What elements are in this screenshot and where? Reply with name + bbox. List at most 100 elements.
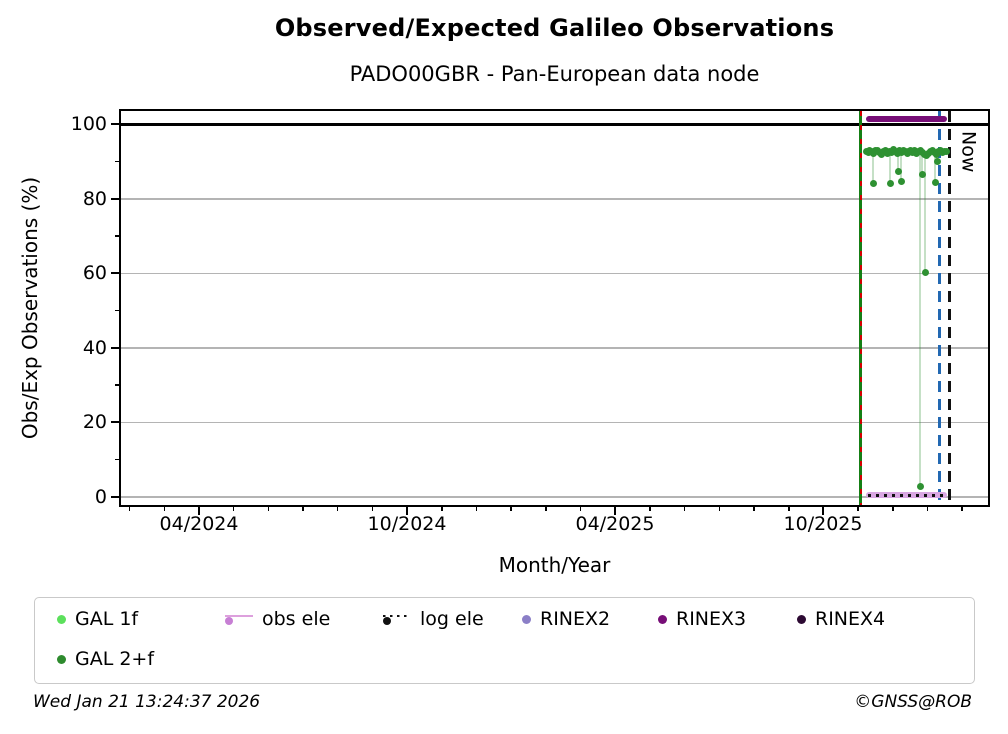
- dropline: [919, 152, 921, 487]
- x-minor-tick: [718, 507, 721, 511]
- chart-title: Observed/Expected Galileo Observations: [274, 14, 835, 42]
- x-minor-tick: [267, 507, 270, 511]
- x-minor-tick: [579, 507, 582, 511]
- plot-area: 04/2024 10/2024 04/2025 10/2025 0 20 40 60 80 100…: [71, 109, 990, 535]
- data-point-GAL-2+f: [886, 180, 894, 188]
- legend: GAL 1f obs ele log ele RINEX2 RINEX3 RINEX4 GA…: [34, 597, 975, 684]
- y-minor-tick: [115, 235, 119, 237]
- dropline: [897, 152, 899, 172]
- y-axis-title: Obs/Exp Observations (%): [18, 176, 42, 440]
- legend-item-gal-1f: GAL 1f: [57, 608, 138, 630]
- legend-item-rinex4: RINEX4: [797, 608, 885, 630]
- data-point-GAL-2+f: [893, 150, 901, 158]
- data-point-GAL-2+f: [894, 167, 902, 175]
- x-tick-label: 04/2024: [159, 513, 239, 535]
- x-major-tick: [406, 507, 409, 515]
- x-major-tick: [198, 507, 201, 515]
- legend-label: obs ele: [262, 608, 331, 630]
- legend-item-obs-ele: obs ele: [225, 608, 330, 630]
- data-point-GAL-2+f: [921, 269, 929, 277]
- x-minor-tick: [649, 507, 651, 511]
- gridline-60pct: [121, 272, 988, 275]
- y-major-tick: [111, 346, 119, 349]
- y-minor-tick: [115, 160, 119, 163]
- legend-marker-dotted-line-dot: [383, 614, 411, 625]
- gridline-80pct: [121, 198, 988, 200]
- x-tick-label: 10/2025: [783, 513, 863, 535]
- x-minor-tick: [128, 507, 131, 511]
- x-major-tick: [614, 507, 617, 515]
- y-tick-label: 40: [82, 336, 107, 359]
- copyright-label: ©GNSS@ROB: [854, 692, 972, 712]
- x-minor-tick: [163, 507, 166, 511]
- legend-item-rinex2: RINEX2: [522, 608, 610, 630]
- gridline-20pct: [121, 421, 988, 424]
- legend-marker-line: [225, 614, 253, 617]
- dropline: [889, 152, 891, 184]
- legend-label: RINEX2: [540, 608, 611, 630]
- legend-marker-dot: [522, 614, 531, 624]
- data-start-line-red-dashes: [859, 111, 862, 505]
- x-minor-tick: [545, 507, 547, 511]
- now-line-label: Now: [957, 131, 980, 173]
- x-minor-tick: [892, 507, 894, 511]
- y-minor-tick: [115, 384, 119, 386]
- dropline: [921, 152, 923, 175]
- dropline: [934, 152, 936, 183]
- y-tick-label: 80: [82, 187, 107, 210]
- legend-marker-dot: [57, 614, 66, 624]
- dropline: [900, 152, 902, 182]
- x-tick-label: 10/2024: [367, 513, 447, 535]
- x-minor-tick: [788, 507, 790, 511]
- x-minor-tick: [232, 507, 235, 511]
- x-minor-tick: [441, 507, 443, 511]
- y-minor-tick: [115, 309, 119, 312]
- x-minor-tick: [371, 507, 374, 511]
- legend-marker-line-dot: [225, 614, 253, 625]
- x-major-tick: [822, 507, 824, 515]
- y-minor-tick: [115, 458, 119, 461]
- y-major-tick: [111, 123, 119, 126]
- dropline: [872, 152, 874, 184]
- x-tick-label: 04/2025: [575, 513, 655, 535]
- data-point-GAL-2+f: [897, 178, 905, 186]
- legend-marker-dot: [797, 614, 806, 624]
- legend-marker-line: [383, 614, 411, 617]
- plot-timestamp: Wed Jan 21 13:24:37 2026: [33, 692, 261, 712]
- x-minor-tick: [753, 507, 755, 511]
- y-major-tick: [111, 496, 119, 498]
- dropline: [924, 152, 926, 273]
- legend-label: GAL 1f: [75, 608, 139, 630]
- y-major-tick: [111, 272, 119, 275]
- series-segment-log-ele: [868, 494, 947, 497]
- x-minor-tick: [336, 507, 339, 511]
- legend-label: GAL 2+f: [75, 648, 155, 670]
- last-data-line: [937, 111, 941, 505]
- legend-item-log-ele: log ele: [383, 608, 484, 630]
- gridline-40pct: [121, 347, 988, 349]
- data-point-GAL-2+f: [933, 158, 941, 166]
- y-tick-label: 20: [82, 411, 107, 434]
- data-point-GAL-2+f: [942, 148, 950, 156]
- legend-label: RINEX4: [815, 608, 886, 630]
- y-tick-label: 60: [82, 262, 107, 285]
- x-minor-tick: [475, 507, 478, 511]
- x-axis-title: Month/Year: [498, 553, 611, 577]
- legend-marker-center-dot: [225, 617, 233, 625]
- y-tick-label: 0: [94, 486, 107, 508]
- legend-label: RINEX3: [676, 608, 747, 630]
- x-minor-tick: [961, 507, 963, 511]
- x-minor-tick: [510, 507, 512, 511]
- y-major-tick: [111, 197, 119, 200]
- x-minor-tick: [857, 507, 859, 511]
- legend-marker-dot: [57, 654, 66, 664]
- series-segment-RINEX3: [866, 115, 948, 122]
- x-minor-tick: [926, 507, 929, 511]
- x-minor-tick: [683, 507, 686, 511]
- x-minor-tick: [302, 507, 304, 511]
- legend-label: log ele: [420, 608, 484, 630]
- legend-marker-center-dot: [383, 617, 391, 625]
- data-point-GAL-2+f: [931, 178, 939, 186]
- legend-marker-dot: [658, 614, 667, 624]
